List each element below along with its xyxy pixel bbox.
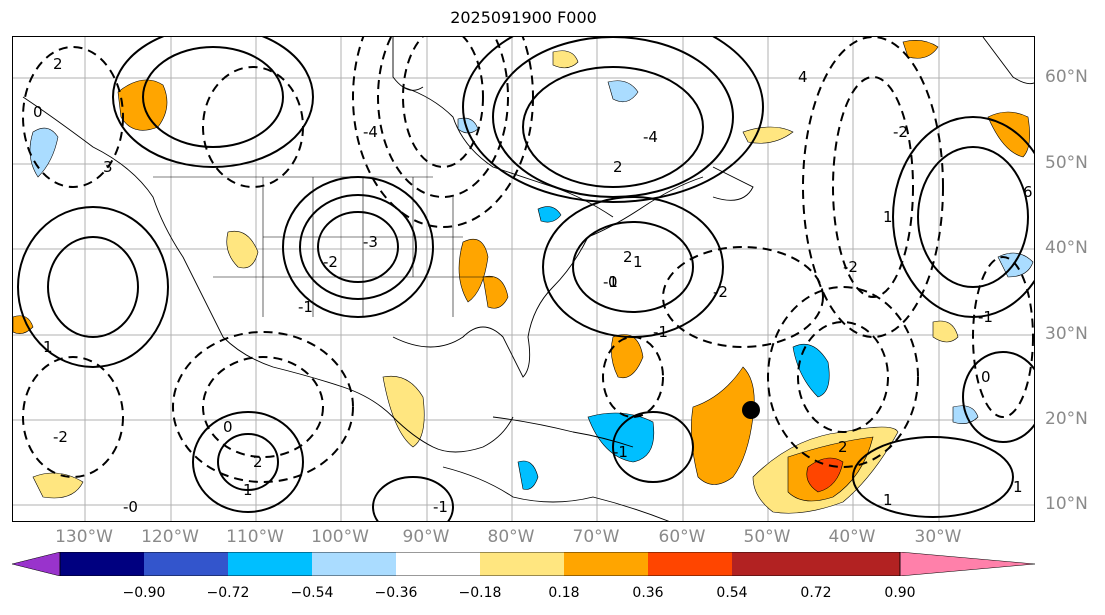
- colorbar-tick: −0.72: [206, 585, 250, 601]
- contour-label: 2: [623, 248, 633, 266]
- lon-label: 110°W: [226, 527, 284, 547]
- colorbar-tick: 0.90: [884, 585, 916, 601]
- lat-label: 40°N: [1045, 238, 1088, 258]
- colorbar-segment: [312, 552, 396, 576]
- contour-label: 3: [103, 158, 113, 176]
- map-canvas: 2 -4 0 1 -1 3 -2 -3 2 -1 1 0 -1 2 -4 -2 …: [13, 37, 1034, 521]
- contour-label: -1: [653, 323, 668, 341]
- contour-label: 2: [613, 158, 623, 176]
- contour-label: 2: [838, 438, 848, 456]
- contour-label: -2: [713, 283, 728, 301]
- map-panel: 2 -4 0 1 -1 3 -2 -3 2 -1 1 0 -1 2 -4 -2 …: [12, 36, 1035, 522]
- contour-labels: 2 -4 0 1 -1 3 -2 -3 2 -1 1 0 -1 2 -4 -2 …: [33, 55, 1033, 516]
- lat-label: 60°N: [1045, 67, 1088, 87]
- colorbar-segment: [899, 552, 1035, 576]
- contour-label: 1: [243, 481, 253, 499]
- colorbar-tick: 0.54: [716, 585, 748, 601]
- contour-label: -3: [363, 233, 378, 251]
- contour-label: 2: [253, 453, 263, 471]
- colorbar-tick: −0.36: [374, 585, 418, 601]
- lat-label: 10°N: [1045, 494, 1088, 514]
- colorbar: [12, 552, 1035, 576]
- contour-label: 1: [883, 491, 893, 509]
- lon-label: 70°W: [572, 527, 620, 547]
- contour-label: 0: [608, 273, 618, 291]
- colorbar-tick: 0.36: [632, 585, 664, 601]
- lat-label: 30°N: [1045, 324, 1088, 344]
- contour-label: 1: [633, 253, 643, 271]
- positive-contours: [17, 37, 1034, 521]
- colorbar-segment: [60, 552, 144, 576]
- colorbar-tick: 0.18: [548, 585, 580, 601]
- contour-label: -2: [893, 123, 908, 141]
- contour-label: -4: [643, 128, 658, 146]
- lat-label: 50°N: [1045, 153, 1088, 173]
- colorbar-tick: −0.18: [458, 585, 502, 601]
- colorbar-tick: −0.90: [122, 585, 166, 601]
- colorbar-segment: [12, 552, 61, 576]
- storm-center-marker: [742, 401, 760, 419]
- lon-label: 60°W: [658, 527, 706, 547]
- colorbar-segment: [732, 552, 816, 576]
- lon-label: 50°W: [743, 527, 791, 547]
- negative-contours: [22, 37, 1034, 483]
- contour-label: -1: [603, 273, 618, 291]
- lon-label: 120°W: [141, 527, 199, 547]
- contour-label: -2: [53, 428, 68, 446]
- contour-label: 4: [798, 68, 808, 86]
- contour-label: 0: [223, 418, 233, 436]
- contour-label: -2: [843, 258, 858, 276]
- boundaries: [153, 176, 493, 317]
- graticule: [13, 37, 1034, 521]
- shaded-anomalies: [13, 40, 1034, 514]
- contour-label: -1: [433, 498, 448, 516]
- contour-label: -0: [123, 498, 138, 516]
- contour-label: 2: [53, 55, 63, 73]
- colorbar-segment: [396, 552, 480, 576]
- contour-label: 1: [883, 208, 893, 226]
- colorbar-segment: [648, 552, 732, 576]
- contour-label: 1: [43, 338, 53, 356]
- lat-label: 20°N: [1045, 409, 1088, 429]
- contour-label: -1: [613, 443, 628, 461]
- contour-label: -1: [298, 298, 313, 316]
- map-title: 2025091900 F000: [450, 8, 597, 27]
- contour-label: 0: [981, 368, 991, 386]
- colorbar-segment: [816, 552, 900, 576]
- contour-label: -1: [978, 308, 993, 326]
- contour-label: -2: [323, 253, 338, 271]
- lon-label: 100°W: [311, 527, 369, 547]
- colorbar-segment: [228, 552, 312, 576]
- contour-label: 1: [1013, 478, 1023, 496]
- lon-label: 30°W: [914, 527, 962, 547]
- lon-label: 80°W: [487, 527, 535, 547]
- contour-label: 6: [1023, 183, 1033, 201]
- lon-label: 130°W: [55, 527, 113, 547]
- lon-label: 90°W: [402, 527, 450, 547]
- colorbar-tick: 0.72: [800, 585, 832, 601]
- contour-label: 0: [33, 103, 43, 121]
- colorbar-tick: −0.54: [290, 585, 334, 601]
- colorbar-segment: [564, 552, 648, 576]
- contour-label: -4: [363, 123, 378, 141]
- lon-label: 40°W: [828, 527, 876, 547]
- colorbar-segment: [144, 552, 228, 576]
- colorbar-segment: [480, 552, 564, 576]
